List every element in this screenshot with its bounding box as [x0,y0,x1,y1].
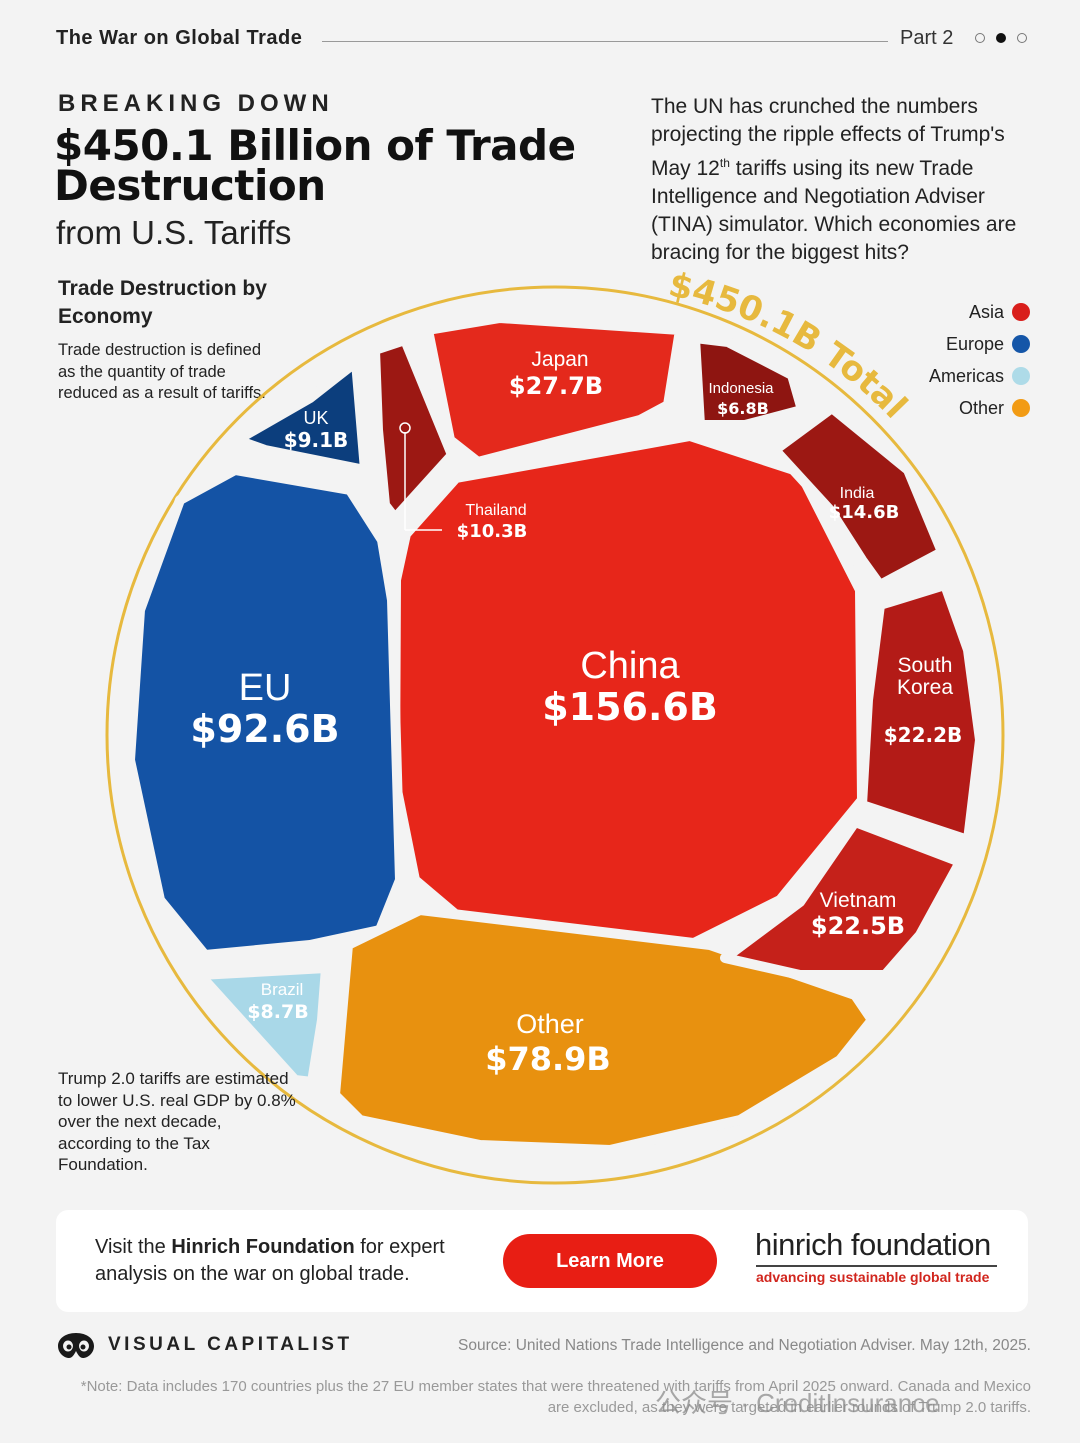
japan-cell [423,313,685,467]
india-value-label: $14.6B [829,502,900,523]
publisher-name: VISUAL CAPITALIST [108,1334,353,1355]
legend-item-other: Other [900,392,1030,424]
cta-text: Visit the Hinrich Foundation for expert … [95,1234,485,1288]
hinrich-logo-tagline: advancing sustainable global trade [756,1269,990,1285]
uk-cell [232,357,370,475]
south-korea-name-label-2: Korea [897,676,953,699]
legend-item-asia: Asia [900,296,1030,328]
page-dot-3[interactable] [1017,33,1027,43]
indonesia-value-label: $6.8B [717,399,769,418]
total-ring [105,285,1005,1185]
legend-swatch [1012,367,1030,385]
kicker: BREAKING DOWN [58,90,334,117]
cta-suffix: for expert analysis on the war on global… [95,1236,445,1285]
vietnam-cell [720,817,965,980]
series-title: The War on Global Trade [56,27,303,49]
thailand-leader-marker [399,422,411,434]
thailand-value-label: $10.3B [457,521,528,542]
visual-capitalist-logo-icon [58,1333,94,1358]
legend-label: Asia [968,301,1004,322]
legend-swatch [1012,399,1030,417]
section-title: Trade Destruction by Economy [58,277,267,328]
legend-label: Europe [945,333,1004,354]
subtitle-prefix: from [56,214,122,251]
japan-name-label: Japan [531,348,588,371]
south-korea-cell [857,580,985,845]
intro-part-2: tariffs using its new Trade Intelligence… [651,157,1017,264]
brazil-cell [195,963,331,1087]
vietnam-value-label: $22.5B [811,912,905,940]
uk-name-label: UK [303,408,328,428]
legend-item-americas: Americas [900,360,1030,392]
legend-label: Americas [928,365,1004,386]
indonesia-cell [690,333,807,430]
subtitle-bold: U.S. Tariffs [131,214,292,251]
uk-value-label: $9.1B [284,428,349,452]
south-korea-value-label: $22.2B [884,723,963,747]
india-name-label: India [840,485,875,502]
subtitle: from U.S. Tariffs [56,214,291,252]
part-label: Part 2 [900,27,954,49]
legend-swatch [1012,303,1030,321]
hinrich-logo-name[interactable]: hinrich foundation [755,1227,991,1262]
page-dot-2-active[interactable] [996,33,1006,43]
intro-sup: th [719,156,730,170]
eu-cell [125,465,405,960]
indonesia-name-label: Indonesia [708,380,774,397]
other-name-label: Other [516,1009,584,1039]
other-value-label: $78.9B [485,1040,611,1078]
india-cell [770,403,947,590]
page-dot-1[interactable] [975,33,985,43]
south-korea-name-label-1: South [898,654,953,677]
watermark: 公众号 · CreditInsurance [655,1388,940,1418]
learn-more-button[interactable]: Learn More [503,1234,717,1288]
page-title: $450.1 Billion of Trade Destruction [54,121,576,210]
gdp-note: Trump 2.0 tariffs are estimated to lower… [58,1069,296,1174]
other-cell [330,905,877,1155]
legend-swatch [1012,335,1030,353]
eu-value-label: $92.6B [190,707,339,751]
thailand-name-label: Thailand [465,502,526,519]
source-note: Source: United Nations Trade Intelligenc… [458,1337,1031,1354]
intro-paragraph: The UN has crunched the numbers projecti… [651,93,1041,267]
hinrich-logo-rule [756,1265,997,1267]
cta-bold: Hinrich Foundation [171,1236,355,1258]
brazil-value-label: $8.7B [247,1001,308,1023]
china-name-label: China [580,645,680,687]
thailand-cell [370,335,457,523]
japan-value-label: $27.7B [509,372,603,400]
eu-name-label: EU [239,667,292,709]
header-divider [322,41,888,42]
vietnam-name-label: Vietnam [820,889,897,912]
legend-label: Other [958,397,1004,418]
legend-item-europe: Europe [900,328,1030,360]
intro-part-1: The UN has crunched the numbers projecti… [651,95,1005,180]
brazil-name-label: Brazil [261,980,304,999]
china-value-label: $156.6B [542,685,718,729]
legend: Asia Europe Americas Other [900,296,1030,424]
section-description: Trade destruction is defined as the quan… [58,341,266,402]
cta-prefix: Visit the [95,1236,172,1258]
footnote: *Note: Data includes 170 countries plus … [80,1378,1031,1416]
